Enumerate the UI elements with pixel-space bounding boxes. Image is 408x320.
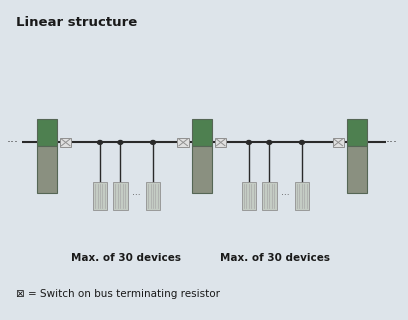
Text: ···: ···: [132, 191, 141, 201]
Bar: [192, 119, 212, 147]
Circle shape: [267, 140, 272, 144]
Bar: [262, 182, 277, 210]
Bar: [295, 182, 309, 210]
Circle shape: [151, 140, 155, 144]
Text: Linear structure: Linear structure: [16, 16, 137, 29]
Text: Max. of 30 devices: Max. of 30 devices: [71, 253, 182, 263]
Bar: [113, 182, 128, 210]
Bar: [347, 119, 367, 147]
Bar: [242, 182, 256, 210]
Bar: [146, 182, 160, 210]
Text: ···: ···: [6, 136, 18, 149]
Circle shape: [98, 140, 102, 144]
Text: ···: ···: [386, 136, 398, 149]
Bar: [37, 147, 57, 193]
Bar: [215, 138, 226, 147]
Bar: [60, 138, 71, 147]
Bar: [177, 138, 189, 147]
Bar: [93, 182, 107, 210]
Circle shape: [118, 140, 123, 144]
Circle shape: [246, 140, 251, 144]
Circle shape: [299, 140, 304, 144]
Text: ···: ···: [281, 191, 290, 201]
Text: Max. of 30 devices: Max. of 30 devices: [220, 253, 330, 263]
Bar: [347, 147, 367, 193]
Text: ⊠ = Switch on bus terminating resistor: ⊠ = Switch on bus terminating resistor: [16, 289, 220, 299]
Bar: [333, 138, 344, 147]
Bar: [37, 119, 57, 147]
Bar: [192, 147, 212, 193]
